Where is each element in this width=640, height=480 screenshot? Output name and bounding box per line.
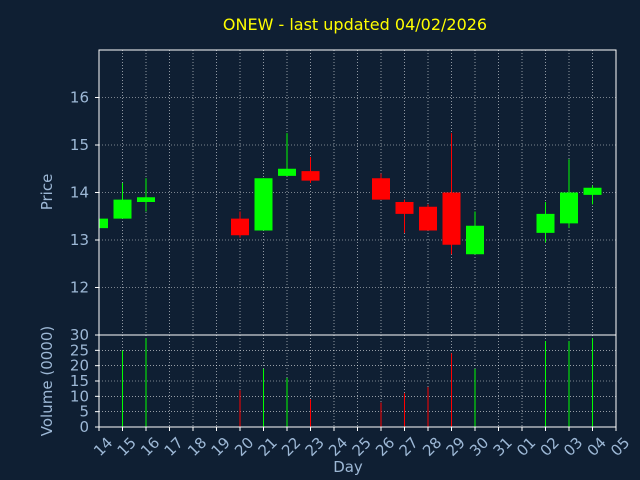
price-y-tick-label: 14 — [70, 184, 89, 202]
candle-body — [372, 178, 390, 200]
price-gridlines — [99, 50, 616, 335]
chart-title: ONEW - last updated 04/02/2026 — [223, 15, 487, 34]
price-y-tick-label: 12 — [70, 279, 89, 297]
price-y-tick-label: 13 — [70, 231, 89, 249]
candle-body — [99, 218, 108, 229]
candle-body — [442, 192, 461, 245]
volume-axis-title: Volume (0000) — [38, 326, 56, 436]
volume-bars — [122, 338, 593, 427]
candle-body — [113, 199, 132, 219]
candle-body — [301, 171, 320, 181]
volume-y-tick-label: 20 — [70, 357, 89, 375]
price-y-axis: 12 13 14 15 16 — [70, 89, 99, 297]
volume-panel-frame — [98, 334, 617, 428]
candle-body — [419, 206, 437, 231]
price-axis-title: Price — [38, 174, 56, 211]
price-candles — [98, 133, 602, 255]
candle-body — [254, 178, 273, 231]
candle-body — [395, 202, 414, 214]
price-y-tick-label: 15 — [70, 136, 89, 154]
volume-y-tick-label: 30 — [70, 326, 89, 344]
candle-body — [560, 192, 578, 224]
candle-body — [137, 197, 155, 202]
volume-y-tick-label: 0 — [79, 418, 89, 436]
candle-body — [231, 218, 249, 236]
volume-y-tick-label: 10 — [70, 387, 89, 405]
x-axis-title: Day — [333, 458, 363, 476]
price-y-tick-label: 16 — [70, 89, 89, 107]
volume-y-tick-label: 25 — [70, 341, 89, 359]
volume-y-tick-label: 15 — [70, 372, 89, 390]
candle-body — [466, 225, 484, 255]
candle-body — [583, 187, 602, 195]
volume-y-tick-label: 5 — [79, 403, 89, 421]
candle-body — [536, 213, 555, 233]
candle-body — [278, 168, 296, 176]
